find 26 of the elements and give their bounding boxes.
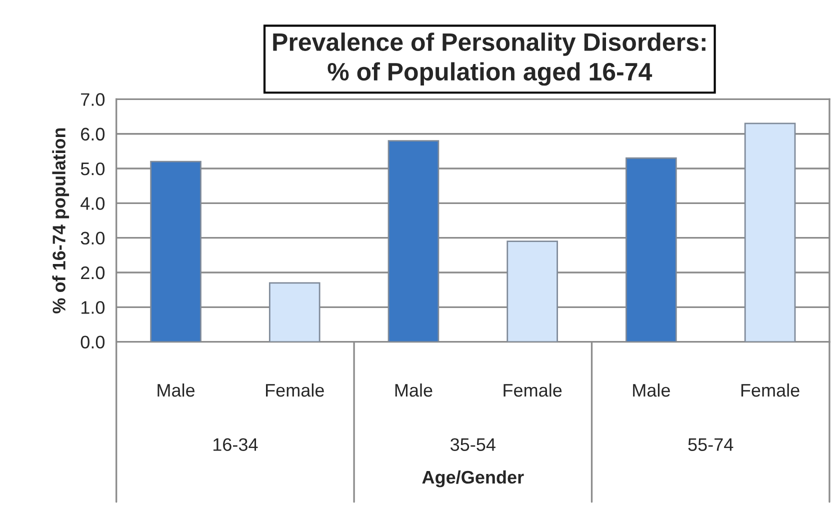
y-tick-label: 1.0 (82, 301, 105, 314)
bar (150, 160, 202, 342)
x-tick-label: Male (158, 383, 195, 397)
bar (388, 140, 440, 342)
y-tick-label: 7.0 (81, 93, 105, 106)
x-tick-label: Male (633, 383, 670, 397)
y-tick-label: 5.0 (80, 162, 105, 176)
y-tick-label: 3.0 (80, 232, 105, 245)
chart-title: Prevalence of Personality Disorders: % of Population aged 16-74 (273, 32, 706, 86)
y-tick-label: 2.0 (81, 266, 105, 280)
bar (506, 240, 558, 342)
x-tick-label: Female (266, 383, 324, 397)
y-axis-title: % of 16-74 population (52, 128, 70, 314)
y-tick-label: 6.0 (81, 128, 105, 141)
bar (268, 282, 320, 342)
bar (744, 122, 796, 342)
x-tick-label: Female (741, 383, 800, 397)
y-tick-label: 4.0 (80, 197, 105, 210)
y-tick-label: 0.0 (80, 336, 105, 349)
text: 55-74 (688, 438, 734, 451)
text: 35-54 (450, 438, 496, 451)
x-tick-label: Male (395, 383, 432, 397)
bar (626, 157, 677, 342)
text: 16-34 (213, 438, 258, 451)
x-axis-title: Age/Gender (422, 470, 524, 488)
x-tick-label: Female (504, 383, 562, 397)
